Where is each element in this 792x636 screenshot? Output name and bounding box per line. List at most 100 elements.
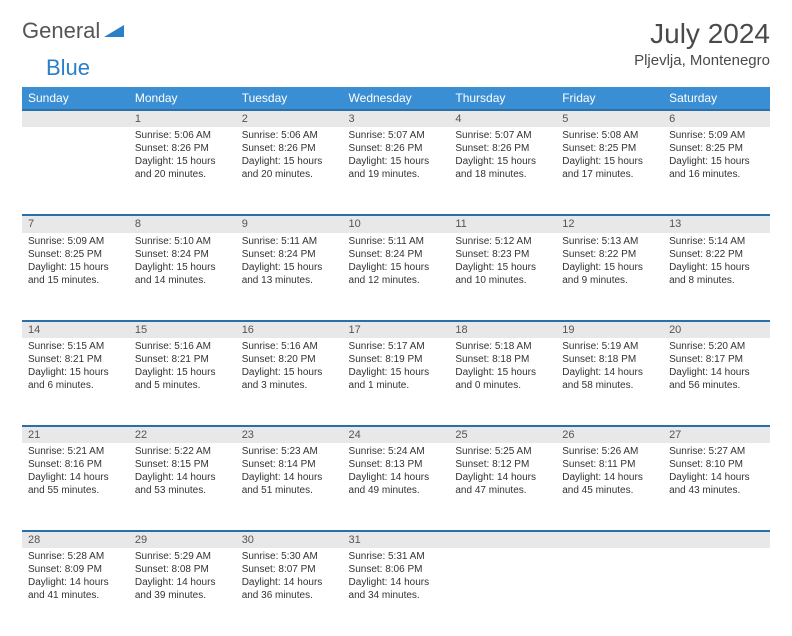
day-cell: Sunrise: 5:25 AMSunset: 8:12 PMDaylight:…: [449, 443, 556, 531]
day-cell: Sunrise: 5:14 AMSunset: 8:22 PMDaylight:…: [663, 233, 770, 321]
daylight-text: Daylight: 15 hours: [349, 366, 444, 379]
daylight-text: Daylight: 15 hours: [669, 155, 764, 168]
daylight-text: and 16 minutes.: [669, 168, 764, 181]
day-cell: Sunrise: 5:24 AMSunset: 8:13 PMDaylight:…: [343, 443, 450, 531]
daylight-text: Daylight: 14 hours: [28, 576, 123, 589]
month-title: July 2024: [634, 18, 770, 50]
day-cell: Sunrise: 5:17 AMSunset: 8:19 PMDaylight:…: [343, 338, 450, 426]
sunset-text: Sunset: 8:10 PM: [669, 458, 764, 471]
day-cell: Sunrise: 5:16 AMSunset: 8:20 PMDaylight:…: [236, 338, 343, 426]
day-content-row: Sunrise: 5:28 AMSunset: 8:09 PMDaylight:…: [22, 548, 770, 636]
location: Pljevlja, Montenegro: [634, 52, 770, 69]
daylight-text: and 56 minutes.: [669, 379, 764, 392]
day-cell: [663, 548, 770, 636]
daylight-text: and 9 minutes.: [562, 274, 657, 287]
daylight-text: Daylight: 14 hours: [669, 471, 764, 484]
day-cell: Sunrise: 5:08 AMSunset: 8:25 PMDaylight:…: [556, 127, 663, 215]
day-number: 13: [663, 215, 770, 232]
logo: General: [22, 18, 126, 44]
sunrise-text: Sunrise: 5:06 AM: [135, 129, 230, 142]
day-number: 21: [22, 426, 129, 443]
daylight-text: Daylight: 14 hours: [562, 366, 657, 379]
day-cell: Sunrise: 5:28 AMSunset: 8:09 PMDaylight:…: [22, 548, 129, 636]
daylight-text: Daylight: 14 hours: [28, 471, 123, 484]
daylight-text: and 15 minutes.: [28, 274, 123, 287]
day-cell: Sunrise: 5:22 AMSunset: 8:15 PMDaylight:…: [129, 443, 236, 531]
daylight-text: and 17 minutes.: [562, 168, 657, 181]
sunrise-text: Sunrise: 5:31 AM: [349, 550, 444, 563]
header: General July 2024 Pljevlja, Montenegro: [22, 18, 770, 69]
sunset-text: Sunset: 8:18 PM: [455, 353, 550, 366]
sunrise-text: Sunrise: 5:11 AM: [242, 235, 337, 248]
day-number: 12: [556, 215, 663, 232]
sunrise-text: Sunrise: 5:18 AM: [455, 340, 550, 353]
daylight-text: and 51 minutes.: [242, 484, 337, 497]
sunrise-text: Sunrise: 5:09 AM: [28, 235, 123, 248]
sunset-text: Sunset: 8:18 PM: [562, 353, 657, 366]
day-number-row: 21222324252627: [22, 426, 770, 443]
day-cell: Sunrise: 5:27 AMSunset: 8:10 PMDaylight:…: [663, 443, 770, 531]
calendar-table: Sunday Monday Tuesday Wednesday Thursday…: [22, 87, 770, 636]
day-number: 14: [22, 321, 129, 338]
sunset-text: Sunset: 8:24 PM: [349, 248, 444, 261]
daylight-text: Daylight: 15 hours: [562, 155, 657, 168]
weekday-header-row: Sunday Monday Tuesday Wednesday Thursday…: [22, 87, 770, 110]
daylight-text: Daylight: 15 hours: [669, 261, 764, 274]
daylight-text: Daylight: 15 hours: [242, 366, 337, 379]
sunrise-text: Sunrise: 5:14 AM: [669, 235, 764, 248]
day-cell: Sunrise: 5:12 AMSunset: 8:23 PMDaylight:…: [449, 233, 556, 321]
day-number: 24: [343, 426, 450, 443]
daylight-text: Daylight: 15 hours: [135, 261, 230, 274]
daylight-text: and 41 minutes.: [28, 589, 123, 602]
day-cell: Sunrise: 5:06 AMSunset: 8:26 PMDaylight:…: [129, 127, 236, 215]
daylight-text: Daylight: 15 hours: [562, 261, 657, 274]
day-number-row: 14151617181920: [22, 321, 770, 338]
sunrise-text: Sunrise: 5:29 AM: [135, 550, 230, 563]
daylight-text: Daylight: 14 hours: [349, 471, 444, 484]
day-number: 2: [236, 110, 343, 127]
daylight-text: and 45 minutes.: [562, 484, 657, 497]
day-cell: Sunrise: 5:29 AMSunset: 8:08 PMDaylight:…: [129, 548, 236, 636]
day-cell: Sunrise: 5:23 AMSunset: 8:14 PMDaylight:…: [236, 443, 343, 531]
sunrise-text: Sunrise: 5:17 AM: [349, 340, 444, 353]
daylight-text: and 10 minutes.: [455, 274, 550, 287]
sunset-text: Sunset: 8:16 PM: [28, 458, 123, 471]
day-number: 30: [236, 531, 343, 548]
sunset-text: Sunset: 8:17 PM: [669, 353, 764, 366]
daylight-text: and 53 minutes.: [135, 484, 230, 497]
day-number: 31: [343, 531, 450, 548]
daylight-text: and 1 minute.: [349, 379, 444, 392]
daylight-text: and 43 minutes.: [669, 484, 764, 497]
day-number: 8: [129, 215, 236, 232]
sunset-text: Sunset: 8:24 PM: [242, 248, 337, 261]
day-cell: Sunrise: 5:31 AMSunset: 8:06 PMDaylight:…: [343, 548, 450, 636]
daylight-text: Daylight: 15 hours: [135, 366, 230, 379]
sunset-text: Sunset: 8:11 PM: [562, 458, 657, 471]
daylight-text: Daylight: 14 hours: [349, 576, 444, 589]
day-cell: Sunrise: 5:19 AMSunset: 8:18 PMDaylight:…: [556, 338, 663, 426]
daylight-text: Daylight: 14 hours: [135, 576, 230, 589]
sunrise-text: Sunrise: 5:11 AM: [349, 235, 444, 248]
day-number: 25: [449, 426, 556, 443]
sunrise-text: Sunrise: 5:12 AM: [455, 235, 550, 248]
sunset-text: Sunset: 8:13 PM: [349, 458, 444, 471]
daylight-text: Daylight: 14 hours: [455, 471, 550, 484]
sunset-text: Sunset: 8:26 PM: [455, 142, 550, 155]
day-content-row: Sunrise: 5:06 AM Sunset: 8:26 PM Daylight:…: [22, 127, 770, 215]
daylight-text: and 18 minutes.: [455, 168, 550, 181]
weekday-header: Sunday: [22, 87, 129, 110]
sunset-text: Sunset: 8:08 PM: [135, 563, 230, 576]
daylight-text: and 34 minutes.: [349, 589, 444, 602]
daylight-text: and 47 minutes.: [455, 484, 550, 497]
day-cell: Sunrise: 5:13 AMSunset: 8:22 PMDaylight:…: [556, 233, 663, 321]
daylight-text: and 13 minutes.: [242, 274, 337, 287]
day-cell: [449, 548, 556, 636]
day-number: 1: [129, 110, 236, 127]
daylight-text: Daylight: 15 hours: [242, 261, 337, 274]
day-cell: Sunrise: 5:30 AMSunset: 8:07 PMDaylight:…: [236, 548, 343, 636]
day-number: 22: [129, 426, 236, 443]
sunset-text: Sunset: 8:26 PM: [349, 142, 444, 155]
sunset-text: Sunset: 8:09 PM: [28, 563, 123, 576]
daylight-text: Daylight: 15 hours: [135, 155, 230, 168]
sunrise-text: Sunrise: 5:26 AM: [562, 445, 657, 458]
